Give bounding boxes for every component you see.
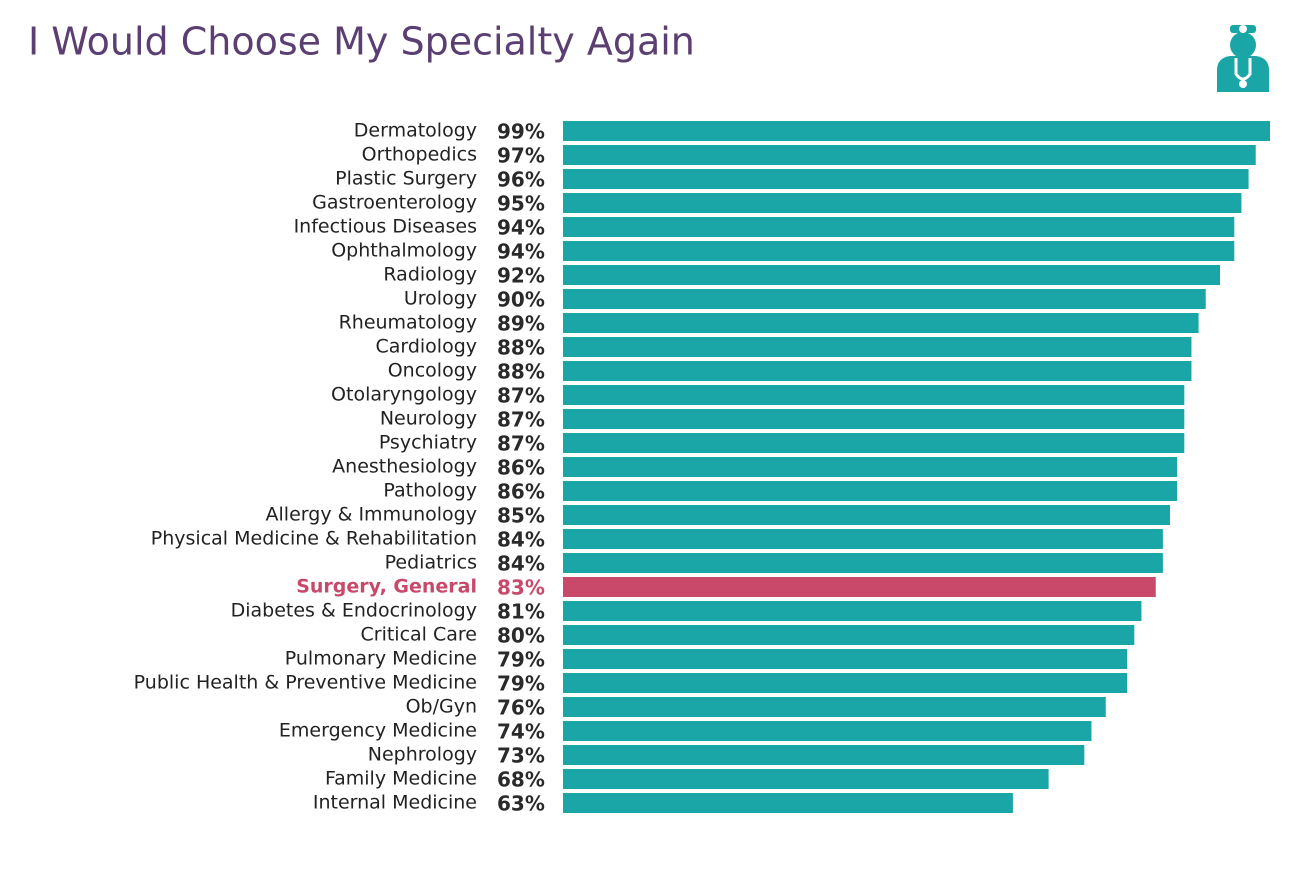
value-label: 63% (497, 792, 545, 816)
bar (563, 169, 1249, 189)
value-label: 74% (497, 720, 545, 744)
bar (563, 241, 1235, 261)
value-label: 94% (497, 240, 545, 264)
bar (563, 553, 1163, 573)
value-label: 86% (497, 480, 545, 504)
category-label: Anesthesiology (332, 456, 477, 478)
bar (563, 433, 1185, 453)
bar (563, 649, 1128, 669)
value-label: 84% (497, 528, 545, 552)
value-label: 85% (497, 504, 545, 528)
category-label: Physical Medicine & Rehabilitation (151, 528, 477, 550)
bar (563, 409, 1185, 429)
category-label: Rheumatology (339, 312, 477, 334)
category-label: Cardiology (375, 336, 477, 358)
category-label: Gastroenterology (312, 192, 477, 214)
category-label: Family Medicine (325, 768, 477, 790)
bar (563, 721, 1092, 741)
category-label: Dermatology (354, 120, 477, 142)
category-label: Neurology (380, 408, 477, 430)
bar (563, 505, 1171, 525)
category-label: Nephrology (368, 744, 477, 766)
value-label: 81% (497, 600, 545, 624)
chart-title: I Would Choose My Specialty Again (28, 20, 695, 64)
bar (563, 769, 1049, 789)
category-label: Infectious Diseases (294, 216, 477, 238)
value-label: 88% (497, 360, 545, 384)
value-label: 84% (497, 552, 545, 576)
doctor-icon (1217, 25, 1269, 92)
value-label: 83% (497, 576, 545, 600)
category-label: Ob/Gyn (406, 696, 477, 718)
bar (563, 145, 1256, 165)
bar (563, 625, 1135, 645)
bar (563, 217, 1235, 237)
value-label: 90% (497, 288, 545, 312)
value-label: 87% (497, 384, 545, 408)
bar (563, 313, 1199, 333)
value-label: 92% (497, 264, 545, 288)
category-label: Pediatrics (385, 552, 477, 574)
bar (563, 361, 1192, 381)
bar (563, 385, 1185, 405)
bar (563, 457, 1178, 477)
category-label: Oncology (388, 360, 477, 382)
category-label: Psychiatry (379, 432, 477, 454)
bar (563, 265, 1221, 285)
value-label: 80% (497, 624, 545, 648)
category-label: Ophthalmology (331, 240, 477, 262)
bar (563, 481, 1178, 501)
value-label: 95% (497, 192, 545, 216)
value-label: 79% (497, 648, 545, 672)
bar (563, 121, 1270, 141)
category-label: Diabetes & Endocrinology (231, 600, 477, 622)
value-label: 87% (497, 432, 545, 456)
value-label: 76% (497, 696, 545, 720)
bar (563, 529, 1163, 549)
value-label: 68% (497, 768, 545, 792)
value-label: 88% (497, 336, 545, 360)
value-label: 89% (497, 312, 545, 336)
bar (563, 697, 1106, 717)
value-label: 79% (497, 672, 545, 696)
category-label: Surgery, General (296, 576, 477, 598)
bar (563, 337, 1192, 357)
value-label: 87% (497, 408, 545, 432)
category-label: Allergy & Immunology (266, 504, 477, 526)
bar (563, 193, 1242, 213)
category-label: Orthopedics (362, 144, 477, 166)
bar (563, 793, 1013, 813)
bar (563, 673, 1128, 693)
category-label: Internal Medicine (313, 792, 477, 814)
category-label: Public Health & Preventive Medicine (134, 672, 477, 694)
category-label: Pulmonary Medicine (285, 648, 477, 670)
category-label: Emergency Medicine (279, 720, 477, 742)
bar (563, 289, 1206, 309)
category-label: Urology (404, 288, 477, 310)
category-label: Otolaryngology (331, 384, 477, 406)
value-label: 99% (497, 120, 545, 144)
value-label: 96% (497, 168, 545, 192)
bar (563, 601, 1142, 621)
category-label: Critical Care (361, 624, 478, 646)
value-label: 94% (497, 216, 545, 240)
value-label: 86% (497, 456, 545, 480)
value-label: 97% (497, 144, 545, 168)
bar (563, 745, 1085, 765)
bar (563, 577, 1156, 597)
category-label: Pathology (383, 480, 477, 502)
category-label: Plastic Surgery (335, 168, 477, 190)
category-label: Radiology (383, 264, 477, 286)
value-label: 73% (497, 744, 545, 768)
